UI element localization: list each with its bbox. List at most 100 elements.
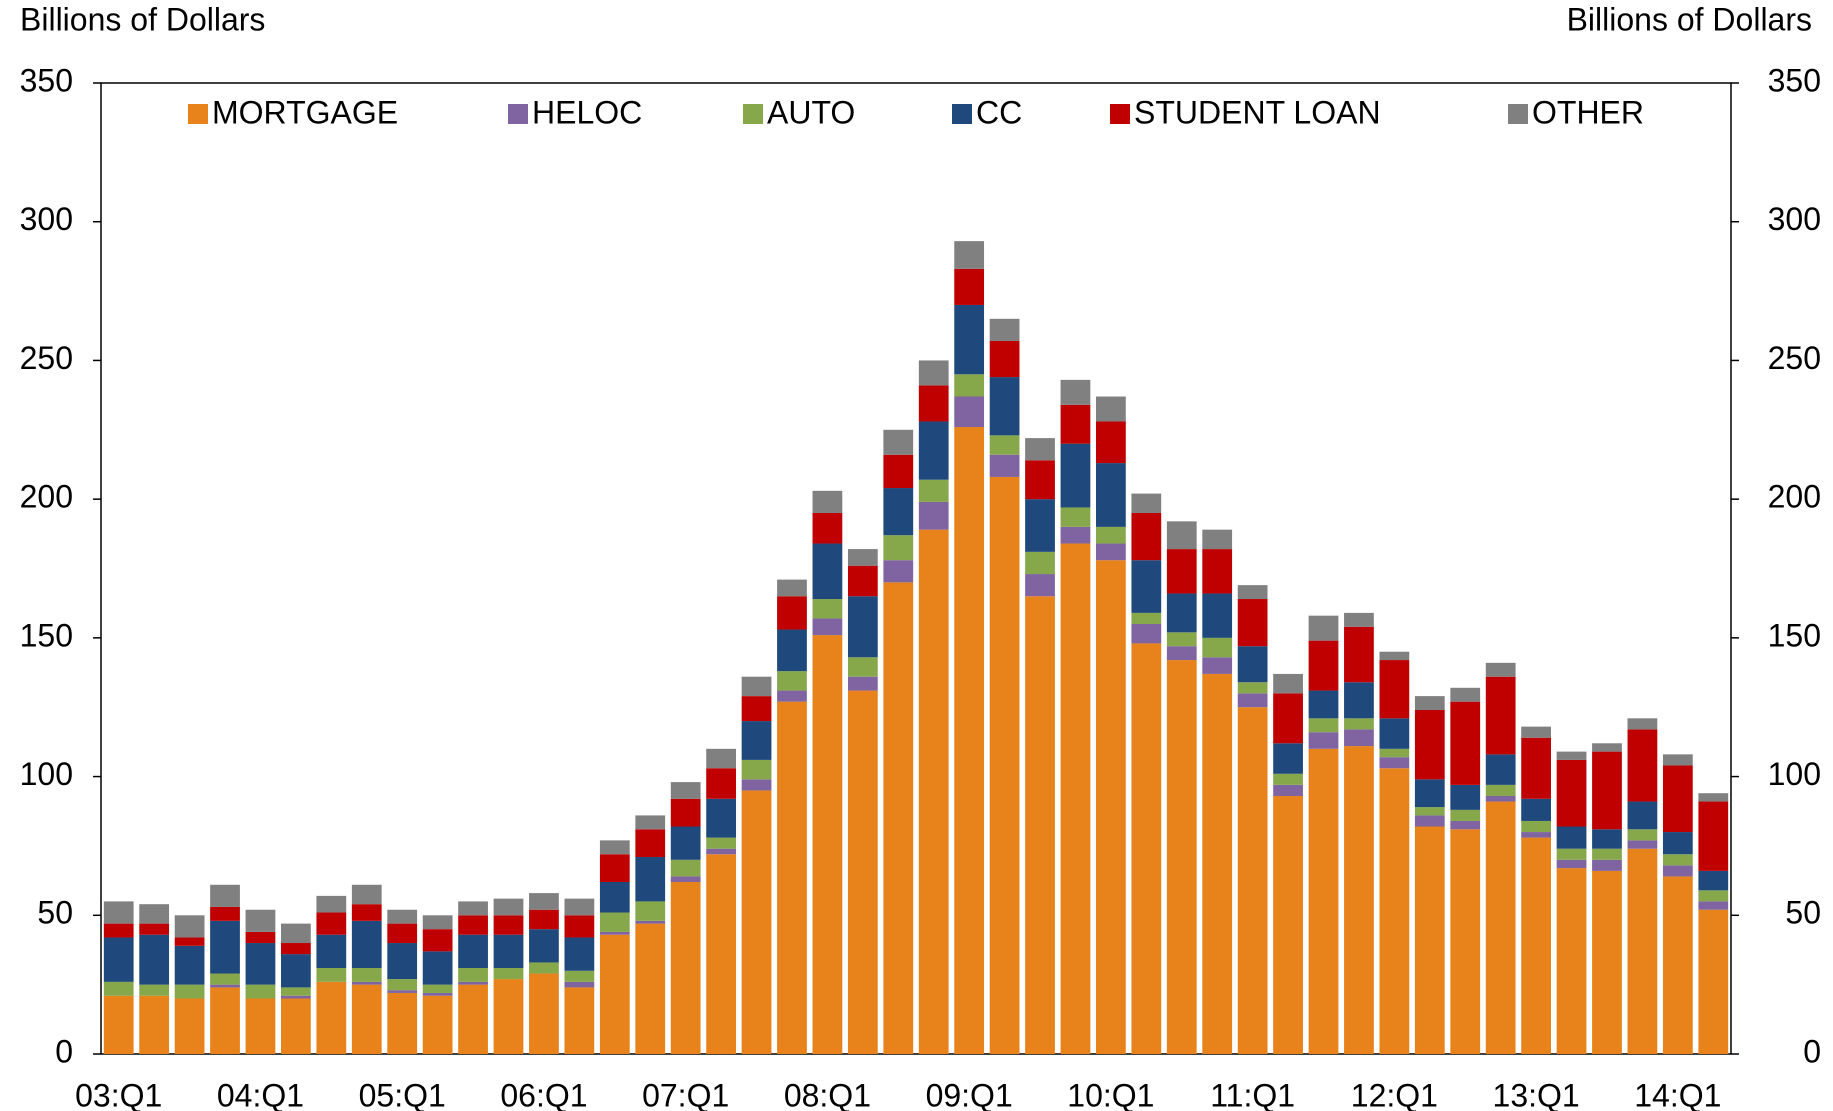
bar-segment	[1060, 526, 1091, 544]
bar-segment	[1096, 396, 1126, 422]
bar-segment	[1344, 612, 1374, 627]
bar-segment	[847, 676, 878, 691]
bar-segment	[1237, 682, 1268, 694]
bar-segment	[1308, 748, 1339, 1054]
y-tick-label: 100	[20, 756, 73, 792]
bar-segment	[1273, 743, 1303, 774]
bar-segment	[529, 893, 559, 910]
bar-segment	[1131, 612, 1162, 624]
bar-segment	[706, 837, 736, 849]
bar-segment	[1450, 809, 1481, 821]
bar-segment	[139, 984, 170, 996]
bar-segment	[174, 915, 205, 938]
bar-segment	[1592, 743, 1622, 752]
legend-label: MORTGAGE	[212, 94, 398, 130]
x-tick-label: 05:Q1	[359, 1077, 446, 1111]
legend-swatch	[188, 104, 208, 124]
x-tick-label: 10:Q1	[1067, 1077, 1154, 1111]
bar-segment	[1308, 640, 1339, 691]
bar-segment	[1237, 599, 1268, 647]
bar-segment	[989, 435, 1020, 455]
bar-segment	[422, 951, 453, 985]
bar-segment	[812, 618, 843, 636]
bar-segment	[777, 671, 807, 691]
bar-segment	[1485, 662, 1516, 677]
bar-segment	[1131, 623, 1162, 644]
bar-segment	[1627, 848, 1658, 1054]
bar-segment	[1450, 829, 1481, 1054]
bar-segment	[1698, 801, 1729, 871]
bar-segment	[422, 995, 453, 1054]
bar-segment	[635, 829, 666, 858]
bar-segment	[1521, 726, 1551, 738]
bar-segment	[529, 929, 559, 963]
bar-segment	[1060, 443, 1091, 508]
x-tick-label: 09:Q1	[926, 1077, 1013, 1111]
bar-segment	[1166, 549, 1197, 594]
bar-segment	[493, 915, 524, 935]
bar-segment	[1592, 751, 1622, 830]
bar-segment	[1662, 754, 1693, 766]
legend-swatch	[743, 104, 763, 124]
bar-segment	[281, 995, 311, 999]
bar-segment	[989, 318, 1020, 342]
bar-segment	[1592, 848, 1622, 860]
bar-segment	[1202, 593, 1233, 638]
bar-segment	[1698, 909, 1729, 1054]
bar-segment	[918, 529, 949, 1054]
bar-segment	[1414, 815, 1445, 827]
legend-swatch	[1110, 104, 1130, 124]
bar-segment	[1698, 890, 1729, 902]
bar-segment	[493, 934, 524, 968]
bar-segment	[564, 970, 595, 982]
bar-segment	[139, 934, 170, 985]
bar-segment	[1166, 593, 1197, 633]
bar-segment	[1485, 754, 1516, 785]
bar-segment	[1131, 560, 1162, 613]
bar-segment	[883, 429, 914, 455]
bar-segment	[1308, 690, 1339, 719]
bar-segment	[599, 854, 630, 882]
bar-segment	[1662, 854, 1693, 866]
legend-label: HELOC	[532, 94, 642, 130]
bar-segment	[564, 981, 595, 988]
bar-segment	[1521, 820, 1551, 833]
bar-segment	[245, 943, 276, 985]
bar-segment	[1556, 848, 1587, 860]
bar-segment	[812, 490, 843, 514]
bar-segment	[316, 967, 347, 982]
legend-swatch	[508, 104, 528, 124]
bar-segment	[387, 943, 418, 980]
bar-segment	[351, 984, 382, 1054]
bar-segment	[918, 501, 949, 530]
x-tick-label: 04:Q1	[217, 1077, 304, 1111]
bar-segment	[1202, 673, 1233, 1054]
bar-segment	[1273, 773, 1303, 785]
bar-segment	[1662, 876, 1693, 1054]
bar-segment	[458, 915, 488, 935]
bar-segment	[670, 881, 701, 1054]
bar-segment	[670, 798, 701, 827]
bar-segment	[387, 923, 418, 944]
bar-segment	[1592, 829, 1622, 849]
bar-segment	[812, 635, 843, 1054]
y-tick-label: 50	[37, 895, 73, 931]
x-tick-label: 14:Q1	[1634, 1077, 1721, 1111]
y2-tick-label: 200	[1768, 479, 1821, 515]
bar-segment	[529, 909, 559, 930]
bar-segment	[1166, 521, 1197, 550]
bar-segment	[847, 565, 878, 597]
x-tick-label: 11:Q1	[1210, 1077, 1295, 1111]
bar-segment	[245, 909, 276, 932]
bar-segment	[281, 987, 311, 996]
y2-tick-label: 0	[1803, 1033, 1821, 1069]
bar-segment	[1414, 696, 1445, 710]
bar-segment	[670, 826, 701, 860]
bar-segment	[635, 920, 666, 924]
bar-segment	[1450, 687, 1481, 702]
x-tick-label: 07:Q1	[642, 1077, 729, 1111]
bar-segment	[989, 454, 1020, 477]
bar-segment	[1379, 651, 1410, 661]
bar-segment	[1308, 615, 1339, 641]
